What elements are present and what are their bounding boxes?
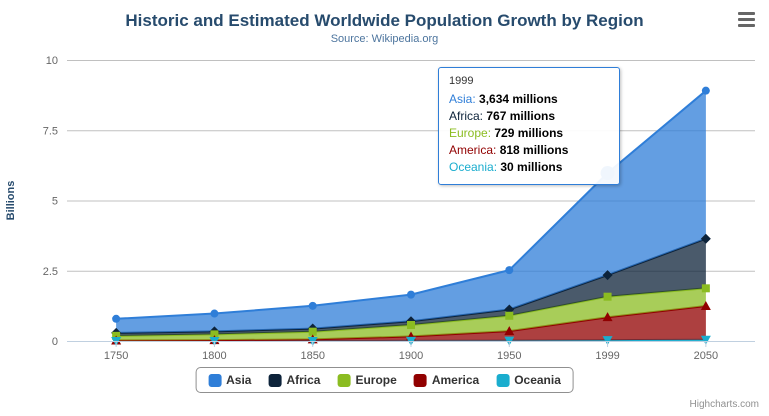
x-axis: 1750 1800 1850 1900 1950 1999 2050 [67, 341, 755, 362]
y-axis-label: 7.5 [43, 125, 58, 137]
legend-label: America [431, 373, 480, 387]
y-axis-label: 10 [46, 55, 58, 67]
tooltip-row-asia: Asia: 3,634 millions [449, 91, 609, 108]
tooltip-series-name: America: [449, 143, 500, 157]
legend-label: Asia [226, 373, 252, 387]
hamburger-menu-icon [737, 11, 755, 15]
tooltip-series-value: 818 millions [499, 143, 569, 157]
y-axis-title: Billions [5, 181, 17, 221]
x-axis-label: 1800 [202, 350, 226, 362]
legend: Asia Africa Europe America Oceania [195, 367, 574, 393]
tooltip-row-america: America: 818 millions [449, 142, 609, 159]
legend-item-europe[interactable]: Europe [337, 373, 397, 387]
chart-title: Historic and Estimated Worldwide Populat… [125, 11, 644, 30]
legend-swatch-icon [496, 373, 510, 387]
legend-label: Oceania [514, 373, 561, 387]
hamburger-menu-icon [737, 23, 755, 27]
legend-item-oceania[interactable]: Oceania [496, 373, 561, 387]
y-axis-label: 5 [52, 196, 58, 208]
export-menu-button[interactable] [733, 8, 759, 30]
y-axis-label: 0 [52, 336, 58, 348]
legend-label: Europe [355, 373, 397, 387]
tooltip-series-value: 767 millions [486, 109, 556, 123]
legend-item-asia[interactable]: Asia [208, 373, 251, 387]
tooltip-rows: Asia: 3,634 millions Africa: 767 millions… [449, 91, 609, 176]
tooltip-row-africa: Africa: 767 millions [449, 108, 609, 125]
tooltip-series-name: Europe: [449, 126, 495, 140]
legend-item-africa[interactable]: Africa [268, 373, 320, 387]
y-axis-label: 2.5 [43, 266, 58, 278]
legend-swatch-icon [337, 373, 351, 387]
legend-item-america[interactable]: America [413, 373, 480, 387]
tooltip-series-name: Asia: [449, 92, 480, 106]
legend-swatch-icon [268, 373, 282, 387]
legend-swatch-icon [413, 373, 427, 387]
y-axis: 0 2.5 5 7.5 10 Billions [5, 55, 58, 348]
x-axis-label: 2050 [694, 350, 718, 362]
x-axis-label: 1750 [104, 350, 128, 362]
x-axis-label: 1950 [497, 350, 521, 362]
x-axis-label: 1999 [595, 350, 619, 362]
chart-subtitle: Source: Wikipedia.org [330, 33, 439, 45]
credits-link[interactable]: Highcharts.com [689, 399, 759, 410]
tooltip-series-value: 729 millions [494, 126, 564, 140]
tooltip: 1999 Asia: 3,634 millions Africa: 767 mil… [438, 67, 620, 185]
markers-oceania[interactable] [111, 335, 711, 346]
x-axis-label: 1850 [300, 350, 324, 362]
tooltip-series-value: 3,634 millions [479, 92, 558, 106]
hamburger-menu-icon [737, 17, 755, 21]
tooltip-row-europe: Europe: 729 millions [449, 125, 609, 142]
legend-label: Africa [286, 373, 321, 387]
tooltip-series-name: Oceania: [449, 160, 501, 174]
tooltip-row-oceania: Oceania: 30 millions [449, 159, 609, 176]
tooltip-series-name: Africa: [449, 109, 487, 123]
x-axis-label: 1900 [399, 350, 423, 362]
tooltip-series-value: 30 millions [500, 160, 563, 174]
legend-swatch-icon [208, 373, 222, 387]
tooltip-header: 1999 [449, 75, 474, 87]
